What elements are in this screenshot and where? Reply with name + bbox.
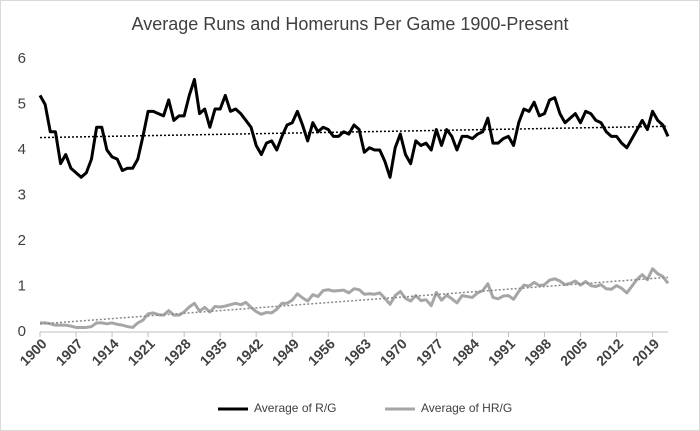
y-tick-label: 1: [18, 277, 26, 294]
y-tick-label: 5: [18, 95, 26, 112]
series-line: [40, 267, 670, 329]
trend-line: [39, 125, 669, 139]
y-tick-label: 4: [18, 141, 26, 158]
legend-label: Average of HR/G: [421, 401, 512, 415]
y-tick-label: 0: [18, 323, 26, 340]
series-line: [38, 77, 670, 179]
legend-label: Average of R/G: [254, 401, 337, 415]
chart-title: Average Runs and Homeruns Per Game 1900-…: [132, 14, 569, 34]
y-tick-label: 6: [18, 50, 26, 67]
y-tick-label: 3: [18, 186, 26, 203]
y-tick-label: 2: [18, 232, 26, 249]
trend-line: [39, 276, 669, 325]
